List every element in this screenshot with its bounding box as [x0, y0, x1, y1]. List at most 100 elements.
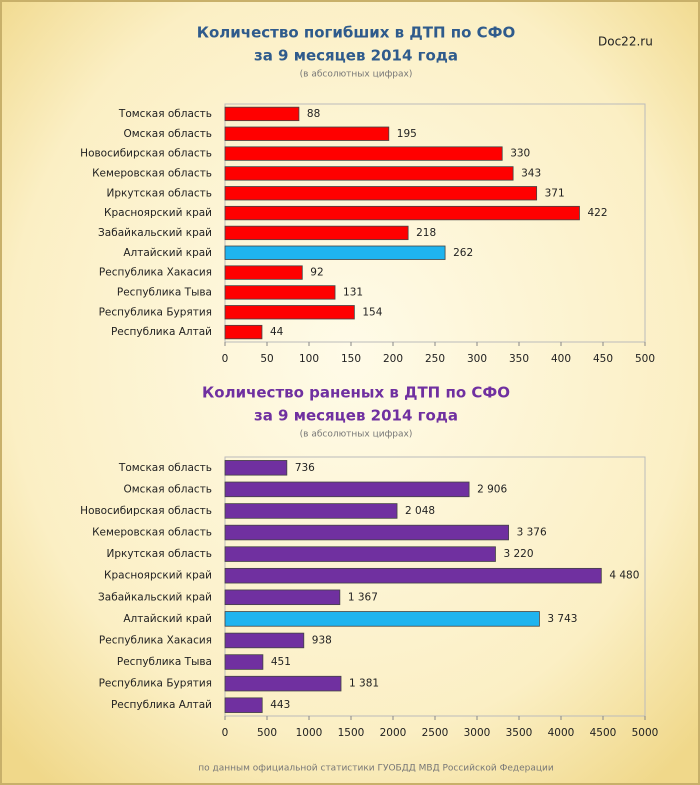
bar [224, 225, 409, 241]
value-label: 443 [270, 699, 290, 711]
category-label: Республика Алтай [111, 326, 212, 338]
bar [224, 324, 263, 340]
value-label: 451 [271, 656, 291, 668]
category-label: Кемеровская область [92, 167, 212, 179]
bar [224, 503, 398, 519]
bar [224, 285, 336, 300]
x-tick-label: 400 [551, 353, 571, 365]
bar [224, 186, 538, 201]
bar [224, 589, 341, 606]
value-label: 154 [362, 306, 382, 318]
x-tick-label: 1000 [296, 727, 323, 739]
bar [224, 675, 342, 692]
value-label: 195 [397, 128, 417, 140]
category-label: Республика Тыва [117, 656, 212, 668]
bar [224, 126, 390, 141]
value-label: 92 [310, 267, 323, 279]
x-tick-label: 2500 [422, 727, 449, 739]
value-label: 371 [545, 187, 565, 199]
value-label: 2 048 [405, 505, 435, 517]
x-tick-label: 50 [260, 353, 273, 365]
category-label: Алтайский край [123, 247, 212, 259]
x-tick-label: 500 [257, 727, 277, 739]
category-label: Республика Тыва [117, 286, 212, 298]
bar [224, 205, 580, 221]
category-label: Забайкальский край [98, 591, 212, 603]
category-label: Республика Бурятия [99, 678, 212, 690]
bar [224, 697, 263, 713]
chart-title: Количество погибших в ДТП по СФО [197, 24, 516, 42]
value-label: 330 [510, 148, 530, 160]
x-tick-label: 200 [383, 353, 403, 365]
bar [224, 611, 540, 627]
bar [224, 460, 288, 476]
x-tick-label: 2000 [380, 727, 407, 739]
x-tick-label: 3500 [506, 727, 533, 739]
category-label: Иркутская область [106, 187, 212, 199]
value-label: 218 [416, 227, 436, 239]
x-tick-label: 0 [222, 353, 229, 365]
x-tick-label: 250 [425, 353, 445, 365]
x-tick-label: 150 [341, 353, 361, 365]
chart-subtitle: (в абсолютных цифрах) [300, 70, 413, 80]
category-label: Иркутская область [106, 548, 212, 560]
category-label: Красноярский край [104, 570, 212, 582]
value-label: 1 367 [348, 591, 378, 603]
category-label: Томская область [118, 108, 212, 120]
value-label: 3 220 [503, 548, 533, 560]
category-label: Томская область [118, 462, 212, 474]
x-tick-label: 1500 [338, 727, 365, 739]
x-tick-label: 5000 [632, 727, 659, 739]
value-label: 736 [295, 462, 315, 474]
chart-subtitle: (в абсолютных цифрах) [300, 430, 413, 440]
watermark: Doc22.ru [598, 35, 653, 49]
x-tick-label: 500 [635, 353, 655, 365]
bar [224, 632, 305, 649]
bar [224, 265, 303, 280]
value-label: 262 [453, 247, 473, 259]
category-label: Красноярский край [104, 207, 212, 219]
x-tick-label: 450 [593, 353, 613, 365]
x-tick-label: 4000 [548, 727, 575, 739]
bar [224, 654, 264, 670]
x-tick-label: 300 [467, 353, 487, 365]
value-label: 44 [270, 326, 284, 338]
bar [224, 106, 300, 122]
category-label: Забайкальский край [98, 227, 212, 239]
x-tick-label: 4500 [590, 727, 617, 739]
category-label: Республика Хакасия [99, 267, 212, 279]
category-label: Новосибирская область [80, 505, 212, 517]
category-label: Республика Алтай [111, 699, 212, 711]
category-label: Республика Хакасия [99, 634, 212, 646]
category-label: Республика Бурятия [99, 306, 212, 318]
bar [224, 146, 503, 161]
value-label: 4 480 [609, 570, 639, 582]
category-label: Омская область [123, 483, 212, 495]
category-label: Кемеровская область [92, 527, 212, 539]
value-label: 3 376 [517, 527, 547, 539]
value-label: 343 [521, 167, 541, 179]
chart-title: за 9 месяцев 2014 года [254, 407, 458, 425]
x-tick-label: 350 [509, 353, 529, 365]
x-tick-label: 100 [299, 353, 319, 365]
bar [224, 305, 355, 320]
x-tick-label: 3000 [464, 727, 491, 739]
source-note: по данным официальной статистики ГУОБДД … [198, 764, 554, 774]
value-label: 938 [312, 634, 332, 646]
value-label: 3 743 [547, 613, 577, 625]
chart-title: за 9 месяцев 2014 года [254, 47, 458, 65]
x-tick-label: 0 [222, 727, 229, 739]
value-label: 2 906 [477, 483, 507, 495]
bar [224, 524, 509, 541]
category-label: Алтайский край [123, 613, 212, 625]
bar [224, 567, 602, 584]
chart-title: Количество раненых в ДТП по СФО [202, 384, 510, 402]
value-label: 88 [307, 108, 320, 120]
category-label: Новосибирская область [80, 148, 212, 160]
bar [224, 481, 470, 498]
value-label: 422 [587, 207, 607, 219]
value-label: 1 381 [349, 678, 379, 690]
value-label: 131 [343, 286, 363, 298]
